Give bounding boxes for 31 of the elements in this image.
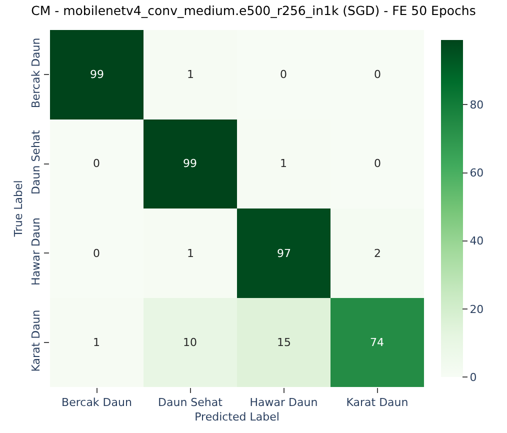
y-axis-title: True Label [12,180,26,238]
y-tick-label: Daun Sehat [30,129,43,194]
data-label: 99 [183,157,197,170]
color-bar-label: 0 [470,370,477,384]
data-label: 2 [374,247,381,260]
data-label: 0 [374,157,381,170]
data-label: 1 [187,68,194,81]
data-label: 1 [187,247,194,260]
data-label: 0 [93,157,100,170]
y-tick-label: Bercak Daun [30,38,43,108]
data-label: 0 [280,68,287,81]
x-tick-label: Bercak Daun [62,396,132,410]
data-label: 74 [370,336,384,349]
color-bar-label: 20 [470,302,484,316]
data-label: 0 [374,68,381,81]
y-tick-label: Hawar Daun [30,218,43,286]
data-label: 99 [90,68,104,81]
color-bar-label: 80 [470,98,484,112]
x-tick-label: Daun Sehat [158,396,224,410]
data-label: 15 [277,336,291,349]
x-tick-label: Hawar Daun [250,396,318,410]
chart-title: CM - mobilenetv4_conv_medium.e500_r256_in1k (SGD) - FE 50 Epochs [31,3,476,18]
data-label: 10 [183,336,197,349]
x-axis-title: Predicted Label [194,410,280,424]
data-label: 1 [280,157,287,170]
data-label: 1 [93,336,100,349]
data-label: 97 [277,247,291,260]
data-label: 0 [93,247,100,260]
color-bar-label: 40 [470,234,484,248]
x-tick-label: Karat Daun [346,396,408,410]
color-bar-label: 60 [470,166,484,180]
